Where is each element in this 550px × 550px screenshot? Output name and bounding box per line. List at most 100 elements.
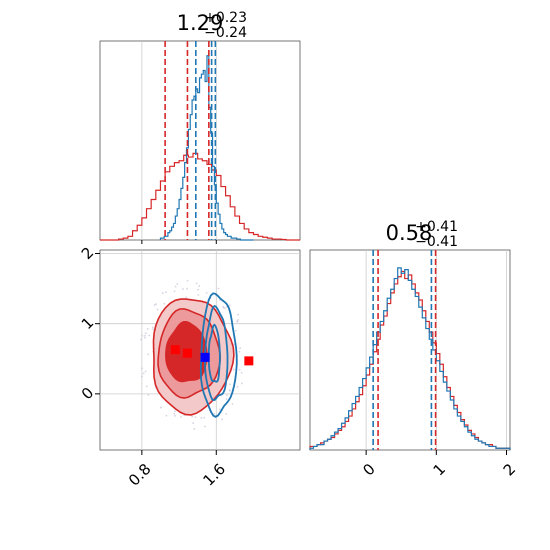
scatter-point (145, 385, 148, 388)
scatter-point (213, 413, 216, 415)
scatter-point (225, 412, 228, 415)
scatter-point (148, 334, 151, 337)
marker-red (170, 345, 180, 355)
scatter-point (191, 415, 194, 418)
scatter-point (232, 368, 235, 371)
scatter-point (204, 425, 206, 428)
scatter-point (144, 334, 146, 337)
title1-minus: −0.24 (204, 25, 247, 41)
scatter-point (147, 353, 150, 356)
scatter-point (194, 416, 197, 419)
scatter-point (222, 306, 225, 309)
scatter-point (240, 382, 243, 385)
hist-series-blue (309, 267, 511, 450)
title2-plus: +0.41 (415, 219, 458, 235)
scatter-point (239, 347, 242, 350)
scatter-point (155, 303, 157, 306)
title2-minus: −0.41 (415, 234, 458, 250)
scatter-point (229, 304, 231, 307)
hist-series-red (100, 152, 300, 241)
scatter-point (225, 398, 228, 401)
panel-hist-param2-title: 0.58 (386, 221, 433, 245)
scatter-point (221, 418, 223, 421)
scatter-point (226, 394, 228, 397)
scatter-point (180, 416, 183, 418)
scatter-point (240, 371, 243, 374)
contour-x-tick-label: 1.6 (199, 460, 229, 490)
panel-contour-markers (170, 345, 254, 366)
hist2-x-tick-label: 2 (500, 460, 519, 479)
scatter-point (147, 394, 150, 396)
scatter-point (173, 290, 176, 293)
scatter-point (141, 375, 143, 378)
scatter-point (181, 288, 184, 290)
marker-red (182, 348, 192, 358)
scatter-point (151, 326, 154, 329)
title1-median: 1.29 (177, 11, 224, 35)
panel-hist-param1-title: 1.29 (177, 11, 224, 35)
scatter-point (174, 414, 176, 417)
scatter-point (173, 412, 176, 415)
panel-hist-param2-quantiles (372, 250, 437, 450)
scatter-point (144, 332, 147, 335)
marker-blue (200, 352, 210, 362)
scatter-point (161, 292, 164, 294)
panel-hist-param1: 1.29 +0.23 −0.24 (99, 10, 301, 244)
scatter-point (195, 282, 198, 285)
contour-y-tick-label: 1 (78, 314, 97, 333)
scatter-point (159, 406, 162, 409)
hist2-x-tick-label: 0 (359, 460, 378, 479)
scatter-point (234, 329, 237, 332)
scatter-point (165, 291, 167, 294)
scatter-point (141, 334, 144, 337)
panel-contour: 0 1 2 0.8 1.6 (78, 243, 301, 490)
panel-hist-param1-quantiles (164, 41, 217, 240)
scatter-point (217, 287, 220, 290)
scatter-point (237, 318, 240, 321)
panel-contour-yticks: 0 1 2 (78, 243, 100, 403)
scatter-point (198, 285, 201, 287)
scatter-point (144, 370, 147, 373)
scatter-point (200, 417, 203, 419)
panel-hist-param2-xticks: 0 1 2 (359, 450, 519, 480)
scatter-point (238, 350, 241, 353)
scatter-point (140, 338, 142, 341)
scatter-point (231, 403, 234, 405)
scatter-point (152, 328, 155, 331)
scatter-point (193, 428, 196, 430)
scatter-point (203, 416, 206, 419)
scatter-point (140, 367, 143, 370)
scatter-point (238, 368, 241, 371)
scatter-point (186, 287, 188, 290)
scatter-point (153, 304, 156, 306)
scatter-point (236, 320, 239, 323)
scatter-point (156, 308, 159, 311)
hist2-x-tick-label: 1 (430, 460, 449, 479)
scatter-point (174, 285, 177, 288)
hist-series-blue (159, 55, 254, 241)
scatter-point (237, 313, 239, 316)
contour-y-tick-label: 2 (78, 243, 97, 262)
scatter-point (174, 410, 176, 413)
scatter-point (186, 279, 189, 282)
scatter-point (165, 414, 168, 417)
panel-hist-param2-steps (309, 267, 511, 450)
scatter-point (205, 291, 208, 294)
scatter-point (143, 336, 146, 339)
title2-median: 0.58 (386, 221, 433, 245)
marker-red (244, 356, 254, 366)
panel-contour-xticks: 0.8 1.6 (125, 450, 229, 490)
scatter-point (229, 389, 231, 392)
contour-x-tick-label: 0.8 (125, 460, 155, 490)
scatter-point (218, 408, 221, 411)
contour-y-tick-label: 0 (78, 384, 97, 403)
panel-hist-param1-grid (141, 41, 217, 244)
scatter-point (176, 283, 179, 285)
scatter-point (185, 296, 188, 299)
scatter-point (163, 302, 166, 305)
scatter-point (229, 383, 231, 386)
scatter-point (236, 385, 239, 388)
scatter-point (223, 307, 226, 310)
panel-hist-param1-frame (99, 40, 301, 241)
